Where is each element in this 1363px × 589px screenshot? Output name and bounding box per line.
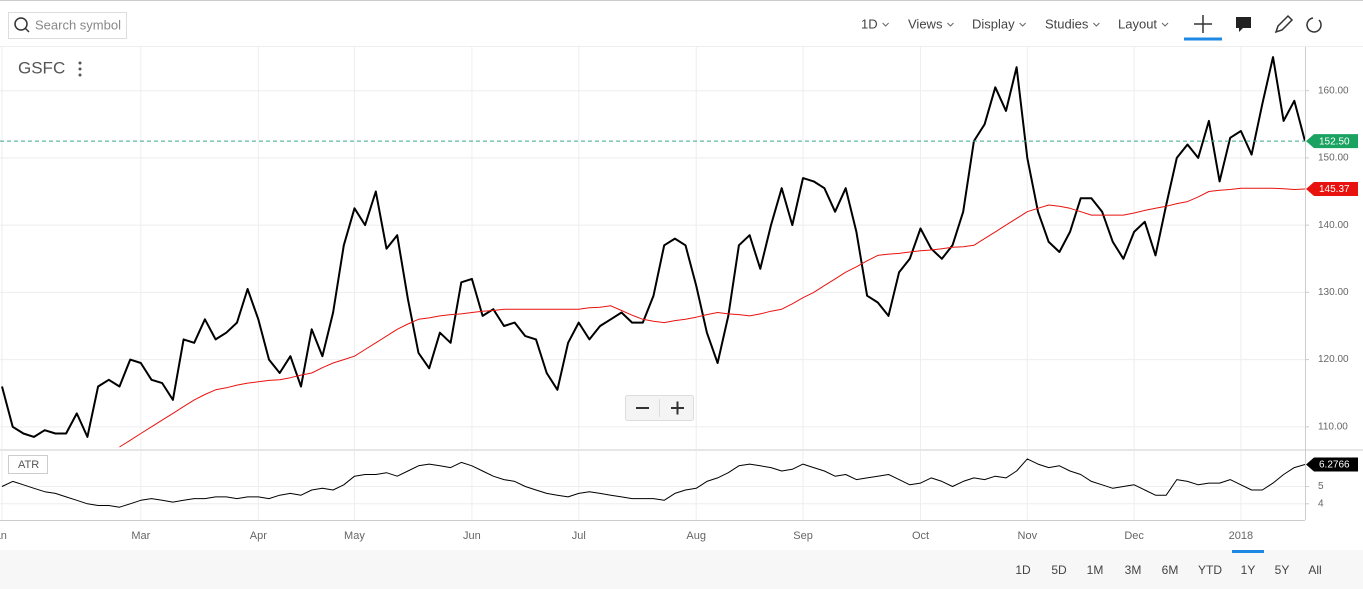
crosshair-icon[interactable]	[1194, 15, 1212, 33]
last-value-tag	[1306, 182, 1358, 197]
series-lines: 152.50 145.37 6.2766	[0, 56, 1358, 508]
y-tick-label: 5	[1318, 481, 1324, 492]
y-tick-label: 120.00	[1318, 354, 1349, 365]
x-tick-label: May	[344, 530, 365, 542]
zoom-in[interactable]	[671, 401, 684, 415]
menu-item[interactable]: Display	[972, 16, 1015, 31]
menu-item[interactable]: Studies	[1045, 16, 1089, 31]
series-line	[1, 56, 1305, 438]
series-line	[119, 187, 1305, 448]
series-line	[1, 458, 1305, 508]
last-value-tag	[1306, 134, 1358, 149]
range-button[interactable]: 1M	[1087, 563, 1104, 577]
symbol-menu[interactable]	[78, 61, 82, 77]
study-label-box[interactable]	[8, 455, 48, 474]
x-tick-label: Mar	[131, 530, 150, 542]
range-button[interactable]: YTD	[1198, 563, 1222, 577]
y-tick-label: 4	[1318, 498, 1324, 509]
range-button[interactable]: 1Y	[1241, 563, 1256, 577]
search-placeholder: Search symbol	[35, 17, 121, 32]
range-button[interactable]: All	[1308, 563, 1321, 577]
x-tick-label: Jan	[0, 530, 7, 542]
range-button[interactable]: 3M	[1125, 563, 1142, 577]
range-button[interactable]: 1D	[1015, 563, 1031, 577]
search-icon-handle	[24, 27, 30, 33]
range-bar	[0, 550, 1363, 589]
menu-chevron	[947, 22, 954, 27]
menu-chevron	[882, 22, 889, 27]
y-tick-label: 140.00	[1318, 220, 1349, 231]
symbol-title: GSFC	[18, 58, 65, 77]
x-tick-label: Jul	[572, 530, 586, 542]
range-button[interactable]: 6M	[1162, 563, 1179, 577]
x-tick-label: Nov	[1018, 530, 1038, 542]
zoom-controls	[625, 395, 694, 421]
menu-item[interactable]: Layout	[1118, 16, 1157, 31]
y-tick-label: 110.00	[1318, 421, 1348, 432]
menu-chevron	[1161, 22, 1169, 27]
draw-icon[interactable]	[1274, 14, 1294, 34]
menu-bar: 1D Views Display Studies Layout	[861, 16, 1169, 31]
x-tick-label: Apr	[250, 530, 267, 542]
x-tick-label: Oct	[912, 530, 929, 542]
last-value-label: 6.2766	[1319, 460, 1350, 471]
last-value-label: 145.37	[1319, 184, 1350, 195]
x-tick-label: Sep	[793, 530, 813, 542]
x-tick-label: Dec	[1124, 530, 1144, 542]
y-tick-label: 160.00	[1318, 85, 1349, 96]
x-tick-label: 2018	[1229, 530, 1253, 542]
range-buttons: 1D 5D 1M 3M 6M YTD 1Y 5Y All	[1015, 550, 1322, 577]
last-value-tag	[1306, 457, 1358, 472]
reset-icon[interactable]	[1306, 17, 1322, 33]
range-button[interactable]: 5D	[1051, 563, 1067, 577]
y-tick-label: 130.00	[1318, 287, 1349, 298]
menu-item[interactable]: Views	[908, 16, 943, 31]
study-title: ATR	[18, 459, 39, 471]
range-button[interactable]: 5Y	[1275, 563, 1290, 577]
search-box[interactable]	[8, 12, 127, 39]
grid: 110.00 120.00 130.00 140.00 150.00 160.00 4 5	[0, 47, 1349, 520]
y-tick-label: 150.00	[1318, 153, 1349, 164]
menu-chevron	[1019, 22, 1026, 27]
x-tick-label: Aug	[686, 530, 706, 542]
comment-icon[interactable]	[1236, 17, 1251, 32]
x-axis: Jan Mar Apr May Jun Jul Aug Sep Oct Nov Dec 2018	[0, 530, 1253, 542]
last-value-label: 152.50	[1319, 136, 1350, 147]
menu-chevron	[1093, 22, 1100, 27]
menu-item[interactable]: 1D	[861, 16, 878, 31]
search-icon	[14, 17, 28, 31]
x-tick-label: Jun	[463, 530, 481, 542]
